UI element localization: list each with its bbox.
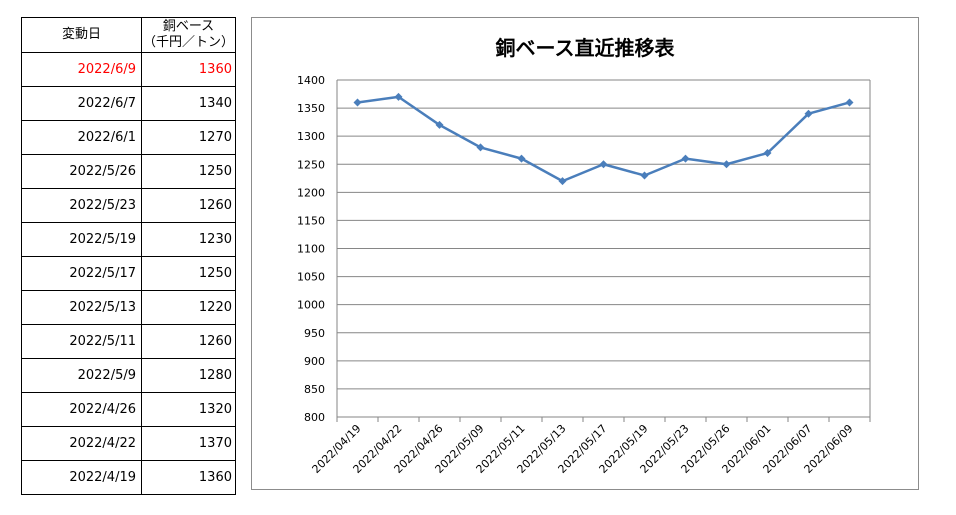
data-point: [722, 160, 731, 169]
data-point: [558, 177, 567, 186]
table-row: 2022/6/7 1340: [21, 86, 236, 121]
y-tick-label: 800: [304, 411, 325, 424]
table-row: 2022/5/11 1260: [21, 324, 236, 359]
table-row: 2022/4/19 1360: [21, 460, 236, 495]
table-row: 2022/4/26 1320: [21, 392, 236, 427]
y-tick-label: 1150: [297, 214, 325, 227]
row-date: 2022/5/23: [21, 188, 142, 223]
y-tick-label: 1250: [297, 158, 325, 171]
row-value: 1230: [141, 222, 236, 257]
table-row: 2022/5/9 1280: [21, 358, 236, 393]
data-point: [353, 98, 362, 107]
row-date: 2022/5/11: [21, 324, 142, 359]
y-tick-label: 900: [304, 355, 325, 368]
header-value: 銅ベース （千円／トン）: [141, 17, 236, 53]
data-point: [804, 109, 813, 118]
data-point: [763, 149, 772, 158]
row-date: 2022/6/7: [21, 86, 142, 121]
row-value: 1320: [141, 392, 236, 427]
row-date: 2022/5/26: [21, 154, 142, 189]
series-line: [357, 95, 850, 183]
table-row: 2022/6/1 1270: [21, 120, 236, 155]
table-row: 2022/6/9 1360: [21, 52, 236, 87]
row-value: 1250: [141, 256, 236, 291]
header-value-line1: 銅ベース: [162, 19, 215, 34]
table-row: 2022/5/19 1230: [21, 222, 236, 257]
y-tick-label: 1350: [297, 102, 325, 115]
row-value: 1220: [141, 290, 236, 325]
y-tick-label: 850: [304, 383, 325, 396]
row-date: 2022/5/13: [21, 290, 142, 325]
row-value: 1260: [141, 188, 236, 223]
data-point: [435, 120, 444, 129]
row-value: 1250: [141, 154, 236, 189]
header-date: 変動日: [21, 17, 142, 53]
header-value-line2: （千円／トン）: [142, 35, 234, 50]
row-date: 2022/6/9: [21, 52, 142, 87]
y-tick-label: 950: [304, 327, 325, 340]
price-table-container: 変動日 銅ベース （千円／トン） 2022/6/9 1360 2022/6/7 134…: [21, 17, 236, 495]
row-value: 1370: [141, 426, 236, 461]
row-date: 2022/5/19: [21, 222, 142, 257]
y-tick-label: 1050: [297, 271, 325, 284]
table-header-row: 変動日 銅ベース （千円／トン）: [21, 17, 236, 53]
table-row: 2022/5/17 1250: [21, 256, 236, 291]
data-point: [517, 154, 526, 163]
row-date: 2022/4/22: [21, 426, 142, 461]
table-row: 2022/5/23 1260: [21, 188, 236, 223]
y-tick-label: 1000: [297, 299, 325, 312]
row-value: 1260: [141, 324, 236, 359]
table-row: 2022/5/13 1220: [21, 290, 236, 325]
data-point: [845, 98, 854, 107]
row-date: 2022/6/1: [21, 120, 142, 155]
chart-area: 銅ベース直近推移表 800 850 900 950 1000 1050 1100 1150 12…: [251, 17, 919, 490]
row-value: 1360: [141, 460, 236, 495]
row-date: 2022/5/9: [21, 358, 142, 393]
data-point: [599, 160, 608, 169]
row-value: 1280: [141, 358, 236, 393]
line-chart: 800 850 900 950 1000 1050 1100 1150 1200 1250 1300…: [297, 74, 871, 476]
row-value: 1340: [141, 86, 236, 121]
y-tick-label: 1100: [297, 243, 325, 256]
data-point: [681, 154, 690, 163]
table-row: 2022/5/26 1250: [21, 154, 236, 189]
y-tick-label: 1200: [297, 186, 325, 199]
row-value: 1270: [141, 120, 236, 155]
row-date: 2022/4/19: [21, 460, 142, 495]
data-point: [476, 143, 485, 152]
row-date: 2022/5/17: [21, 256, 142, 291]
y-tick-label: 1400: [297, 74, 325, 87]
y-tick-label: 1300: [297, 130, 325, 143]
row-date: 2022/4/26: [21, 392, 142, 427]
data-point: [640, 171, 649, 180]
row-value: 1360: [141, 52, 236, 87]
price-table: 変動日 銅ベース （千円／トン） 2022/6/9 1360 2022/6/7 134…: [21, 17, 236, 495]
chart-title: 銅ベース直近推移表: [495, 36, 675, 60]
data-point: [394, 92, 403, 101]
table-row: 2022/4/22 1370: [21, 426, 236, 461]
